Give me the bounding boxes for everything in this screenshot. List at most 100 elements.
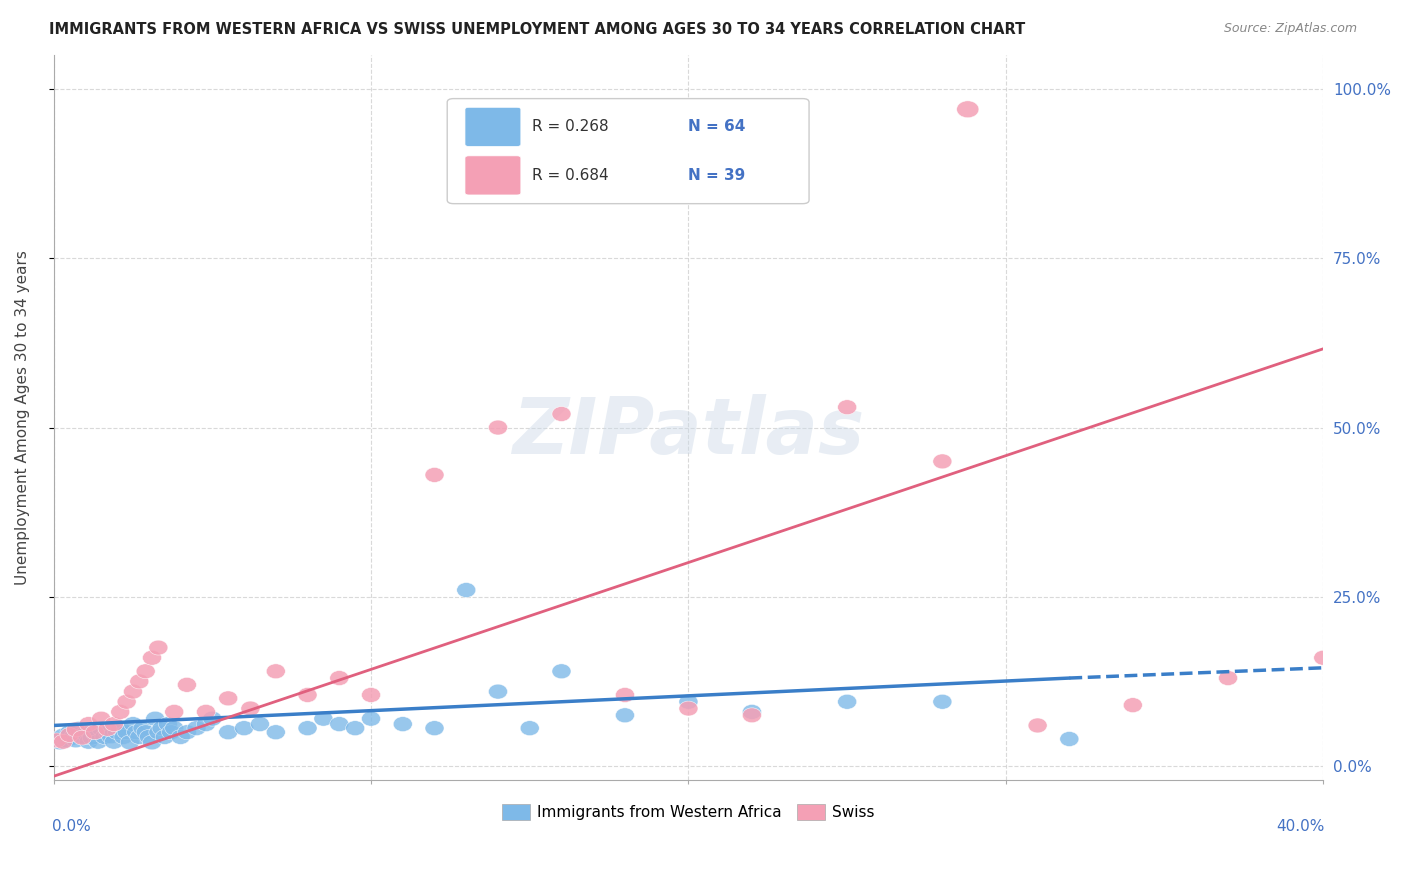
Ellipse shape	[425, 721, 444, 736]
Text: ZIPatlas: ZIPatlas	[512, 394, 865, 470]
Ellipse shape	[48, 733, 66, 747]
Ellipse shape	[149, 725, 167, 739]
Ellipse shape	[742, 705, 762, 719]
Ellipse shape	[394, 716, 412, 731]
Text: IMMIGRANTS FROM WESTERN AFRICA VS SWISS UNEMPLOYMENT AMONG AGES 30 TO 34 YEARS C: IMMIGRANTS FROM WESTERN AFRICA VS SWISS …	[49, 22, 1025, 37]
Ellipse shape	[553, 664, 571, 679]
Ellipse shape	[240, 701, 260, 716]
Ellipse shape	[932, 454, 952, 469]
Text: 0.0%: 0.0%	[52, 820, 91, 835]
Ellipse shape	[266, 664, 285, 679]
Ellipse shape	[79, 734, 98, 749]
Ellipse shape	[159, 716, 177, 731]
Ellipse shape	[60, 725, 79, 739]
Ellipse shape	[91, 722, 111, 736]
Ellipse shape	[956, 101, 979, 118]
Text: R = 0.268: R = 0.268	[533, 120, 609, 135]
Ellipse shape	[235, 721, 253, 736]
Y-axis label: Unemployment Among Ages 30 to 34 years: Unemployment Among Ages 30 to 34 years	[15, 250, 30, 585]
Ellipse shape	[219, 725, 238, 739]
Ellipse shape	[60, 728, 79, 742]
Ellipse shape	[742, 708, 762, 723]
Ellipse shape	[149, 640, 167, 655]
FancyBboxPatch shape	[447, 99, 808, 203]
Ellipse shape	[117, 725, 136, 739]
Ellipse shape	[76, 726, 94, 741]
Ellipse shape	[219, 691, 238, 706]
Ellipse shape	[488, 420, 508, 435]
Ellipse shape	[53, 734, 73, 749]
Ellipse shape	[266, 725, 285, 739]
Ellipse shape	[1219, 671, 1237, 686]
Ellipse shape	[73, 731, 91, 745]
Ellipse shape	[89, 734, 108, 749]
Ellipse shape	[162, 725, 180, 739]
Ellipse shape	[616, 688, 634, 702]
Ellipse shape	[488, 684, 508, 699]
Ellipse shape	[66, 722, 86, 737]
Text: 40.0%: 40.0%	[1277, 820, 1324, 835]
Ellipse shape	[124, 716, 142, 731]
Ellipse shape	[66, 733, 86, 747]
Ellipse shape	[330, 671, 349, 686]
Ellipse shape	[298, 721, 318, 736]
Legend: Immigrants from Western Africa, Swiss: Immigrants from Western Africa, Swiss	[496, 798, 882, 826]
Ellipse shape	[104, 716, 124, 731]
Ellipse shape	[152, 721, 172, 736]
Ellipse shape	[98, 725, 117, 739]
Ellipse shape	[1060, 731, 1078, 747]
FancyBboxPatch shape	[465, 107, 520, 146]
Ellipse shape	[298, 688, 318, 702]
Ellipse shape	[98, 722, 117, 736]
Ellipse shape	[117, 694, 136, 709]
Ellipse shape	[86, 726, 104, 741]
Text: N = 64: N = 64	[689, 120, 745, 135]
Ellipse shape	[48, 731, 66, 747]
Ellipse shape	[932, 694, 952, 709]
Ellipse shape	[553, 407, 571, 421]
Ellipse shape	[1313, 650, 1333, 665]
Ellipse shape	[361, 711, 381, 726]
Ellipse shape	[129, 674, 149, 689]
Ellipse shape	[330, 716, 349, 731]
Ellipse shape	[520, 721, 540, 736]
Ellipse shape	[134, 721, 152, 736]
Ellipse shape	[82, 731, 101, 745]
Ellipse shape	[63, 731, 82, 745]
Ellipse shape	[197, 716, 215, 731]
Ellipse shape	[346, 721, 364, 736]
Ellipse shape	[114, 730, 134, 745]
Text: Source: ZipAtlas.com: Source: ZipAtlas.com	[1223, 22, 1357, 36]
Ellipse shape	[108, 725, 127, 739]
Ellipse shape	[165, 705, 184, 719]
Ellipse shape	[187, 721, 205, 736]
FancyBboxPatch shape	[465, 156, 520, 195]
Ellipse shape	[425, 467, 444, 483]
Ellipse shape	[127, 725, 146, 739]
Ellipse shape	[104, 734, 124, 749]
Ellipse shape	[146, 711, 165, 726]
Ellipse shape	[155, 730, 174, 745]
Ellipse shape	[250, 716, 270, 731]
Text: R = 0.684: R = 0.684	[533, 168, 609, 183]
Ellipse shape	[94, 730, 114, 745]
Ellipse shape	[314, 711, 333, 726]
Ellipse shape	[679, 694, 697, 709]
Ellipse shape	[86, 725, 104, 739]
Ellipse shape	[136, 664, 155, 679]
Ellipse shape	[53, 728, 73, 743]
Ellipse shape	[51, 735, 69, 750]
Ellipse shape	[457, 582, 475, 598]
Ellipse shape	[616, 708, 634, 723]
Ellipse shape	[139, 730, 159, 745]
Ellipse shape	[361, 688, 381, 702]
Ellipse shape	[142, 650, 162, 665]
Ellipse shape	[1028, 718, 1047, 733]
Ellipse shape	[56, 733, 76, 747]
Ellipse shape	[142, 735, 162, 750]
Ellipse shape	[129, 730, 149, 745]
Ellipse shape	[101, 729, 121, 744]
Ellipse shape	[136, 725, 155, 739]
Ellipse shape	[165, 721, 184, 736]
Ellipse shape	[73, 729, 91, 744]
